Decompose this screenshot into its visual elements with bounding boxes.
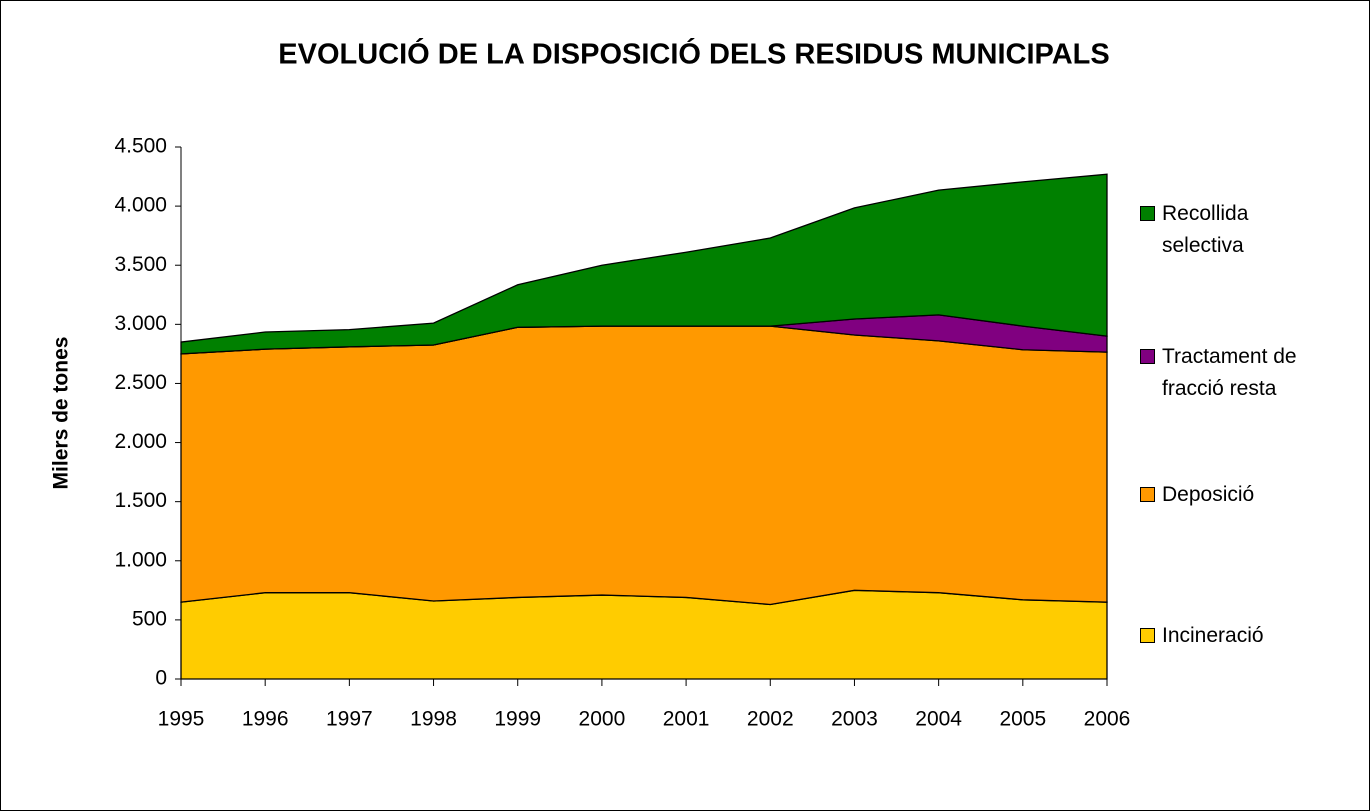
x-tick-label: 1998 — [410, 708, 457, 731]
legend-label: Recollida selectiva — [1162, 202, 1249, 257]
y-tick-label: 4.500 — [114, 135, 167, 158]
x-tick-label: 1995 — [158, 708, 205, 731]
legend-entry: Deposició — [1140, 479, 1302, 511]
x-tick-label: 2004 — [915, 708, 962, 731]
legend-entry: Tractament de fracció resta — [1140, 341, 1342, 405]
y-tick-label: 2.500 — [114, 371, 167, 394]
legend-swatch — [1140, 349, 1155, 364]
legend-swatch — [1140, 487, 1155, 502]
legend-label: Incineració — [1162, 624, 1264, 647]
area — [180, 589, 1108, 680]
y-axis-label: Milers de tones — [50, 337, 73, 490]
y-tick-label: 500 — [132, 607, 167, 630]
x-tick-label: 1999 — [494, 708, 541, 731]
x-tick-label: 1996 — [242, 708, 289, 731]
x-tick-label: 2003 — [831, 708, 878, 731]
x-tick-label: 2006 — [1084, 708, 1131, 731]
area — [180, 325, 1108, 606]
legend-entry: Recollida selectiva — [1140, 198, 1302, 262]
legend-entry: Incineració — [1140, 620, 1302, 652]
y-tick-label: 1.000 — [114, 548, 167, 571]
y-tick-label: 4.000 — [114, 194, 167, 217]
x-tick-label: 2000 — [579, 708, 626, 731]
x-tick-label: 1997 — [326, 708, 373, 731]
y-tick-label: 3.000 — [114, 312, 167, 335]
y-tick-label: 0 — [155, 667, 167, 690]
x-tick-label: 2005 — [999, 708, 1046, 731]
legend-swatch — [1140, 206, 1155, 221]
legend-swatch — [1140, 628, 1155, 643]
legend-label: Tractament de fracció resta — [1162, 345, 1297, 400]
chart-title: EVOLUCIÓ DE LA DISPOSICIÓ DELS RESIDUS M… — [278, 37, 1109, 71]
legend-label: Deposició — [1162, 483, 1255, 506]
x-tick-label: 2001 — [663, 708, 710, 731]
y-tick-label: 1.500 — [114, 489, 167, 512]
x-tick-label: 2002 — [747, 708, 794, 731]
y-tick-label: 3.500 — [114, 253, 167, 276]
area — [180, 173, 1108, 355]
y-tick-label: 2.000 — [114, 430, 167, 453]
